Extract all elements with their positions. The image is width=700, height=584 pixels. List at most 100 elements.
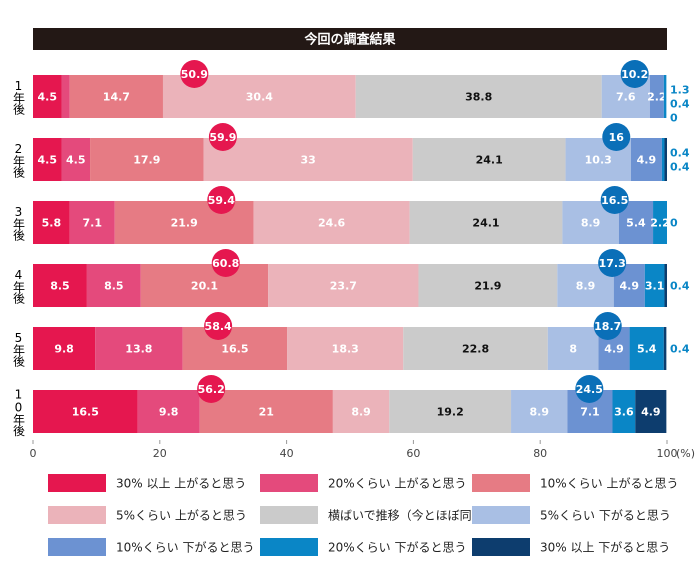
data-label: 17.9 bbox=[133, 154, 160, 167]
data-label: 16.5 bbox=[72, 406, 99, 419]
bar-segment bbox=[86, 264, 141, 307]
bar-segment bbox=[644, 264, 665, 307]
data-label: 22.8 bbox=[462, 343, 489, 356]
data-label: 0 bbox=[670, 217, 678, 230]
bar-segment bbox=[137, 390, 200, 433]
data-label: 5.4 bbox=[626, 217, 646, 230]
legend-swatch bbox=[260, 538, 318, 556]
data-label: 8.9 bbox=[581, 217, 601, 230]
legend-swatch bbox=[48, 474, 106, 492]
data-label: 3.1 bbox=[645, 280, 665, 293]
bar-segment bbox=[409, 201, 563, 244]
up-total-label: 59.4 bbox=[208, 194, 235, 207]
data-label: 21.9 bbox=[171, 217, 198, 230]
legend-label: 10%くらい 下がると思う bbox=[116, 540, 255, 555]
up-total-label: 58.4 bbox=[205, 320, 232, 333]
x-tick-label: 60 bbox=[406, 447, 420, 460]
bar-segment bbox=[253, 201, 410, 244]
bar-segment bbox=[653, 201, 667, 244]
bar-segment bbox=[612, 390, 636, 433]
bar-segment bbox=[389, 390, 512, 433]
data-label: 7.1 bbox=[83, 217, 103, 230]
title-bar bbox=[33, 28, 667, 50]
data-label: 19.2 bbox=[437, 406, 464, 419]
data-label: 8.5 bbox=[50, 280, 70, 293]
data-label: 7.1 bbox=[580, 406, 600, 419]
data-label: 1.3 bbox=[670, 84, 690, 97]
x-unit: (%) bbox=[676, 447, 695, 460]
legend-label: 20%くらい 下がると思う bbox=[328, 540, 467, 555]
data-label: 0.4 bbox=[670, 98, 690, 111]
data-label: 8.9 bbox=[529, 406, 549, 419]
data-label: 16.5 bbox=[221, 343, 248, 356]
legend-swatch bbox=[472, 538, 530, 556]
data-label: 24.6 bbox=[318, 217, 345, 230]
bar-segment bbox=[140, 264, 269, 307]
bar-segment bbox=[635, 390, 667, 433]
category-label: 2年後 bbox=[12, 142, 26, 178]
data-label: 8.5 bbox=[104, 280, 124, 293]
x-tick-label: 100 bbox=[657, 447, 678, 460]
legend-swatch bbox=[260, 506, 318, 524]
data-label: 4.5 bbox=[38, 91, 58, 104]
bar-segment bbox=[661, 138, 665, 181]
legend-swatch bbox=[472, 474, 530, 492]
legend-swatch bbox=[260, 474, 318, 492]
up-total-circle bbox=[207, 186, 236, 214]
data-label: 14.7 bbox=[103, 91, 130, 104]
bar-segment bbox=[203, 138, 413, 181]
bar-segment bbox=[69, 75, 163, 118]
up-total-circle bbox=[204, 312, 233, 340]
data-label: 7.6 bbox=[616, 91, 636, 104]
up-total-label: 59.9 bbox=[209, 131, 236, 144]
down-total-label: 10.2 bbox=[621, 68, 648, 81]
data-label: 8.9 bbox=[576, 280, 596, 293]
down-total-circle bbox=[598, 249, 627, 277]
data-label: 4.9 bbox=[641, 406, 661, 419]
bar-segment bbox=[33, 390, 138, 433]
down-total-circle bbox=[620, 60, 649, 88]
bar-segment bbox=[33, 264, 87, 307]
up-total-label: 60.8 bbox=[212, 257, 239, 270]
x-tick-label: 20 bbox=[153, 447, 167, 460]
down-total-label: 18.7 bbox=[594, 320, 621, 333]
data-label: 20.1 bbox=[191, 280, 218, 293]
down-total-label: 17.3 bbox=[599, 257, 626, 270]
bar-segment bbox=[355, 75, 602, 118]
legend-label: 20%くらい 上がると思う bbox=[328, 476, 467, 491]
data-label: 5.4 bbox=[637, 343, 657, 356]
data-label: 9.8 bbox=[54, 343, 74, 356]
data-label: 38.8 bbox=[465, 91, 492, 104]
data-label: 5.8 bbox=[42, 217, 62, 230]
data-label: 0.4 bbox=[670, 161, 690, 174]
bar-segment bbox=[182, 327, 288, 370]
bar-segment bbox=[33, 75, 62, 118]
category-label: 10年後 bbox=[12, 388, 26, 437]
bar-segment bbox=[33, 201, 70, 244]
legend-label: 横ばいで推移（今とほぼ同じ） bbox=[328, 508, 496, 523]
bar-segment bbox=[412, 138, 566, 181]
bar-segment bbox=[69, 201, 115, 244]
bar-segment bbox=[61, 75, 70, 118]
bar-segment bbox=[268, 264, 419, 307]
down-total-label: 24.5 bbox=[576, 383, 603, 396]
bar-segment bbox=[649, 75, 664, 118]
data-label: 0 bbox=[670, 112, 678, 125]
data-label: 21.9 bbox=[474, 280, 501, 293]
down-total-circle bbox=[600, 186, 629, 214]
bar-segment bbox=[332, 390, 390, 433]
data-label: 4.5 bbox=[66, 154, 86, 167]
legend-label: 30% 以上 上がると思う bbox=[116, 476, 246, 491]
data-label: 2.2 bbox=[650, 217, 670, 230]
up-total-label: 50.9 bbox=[181, 68, 208, 81]
down-total-circle bbox=[575, 375, 604, 403]
data-label: 18.3 bbox=[332, 343, 359, 356]
data-label: 0.4 bbox=[670, 343, 690, 356]
legend-label: 30% 以上 下がると思う bbox=[540, 540, 670, 555]
legend-label: 5%くらい 上がると思う bbox=[116, 508, 247, 523]
legend-swatch bbox=[472, 506, 530, 524]
data-label: 0.4 bbox=[670, 280, 690, 293]
data-label: 4.9 bbox=[637, 154, 657, 167]
category-label: 1年後 bbox=[12, 79, 26, 115]
